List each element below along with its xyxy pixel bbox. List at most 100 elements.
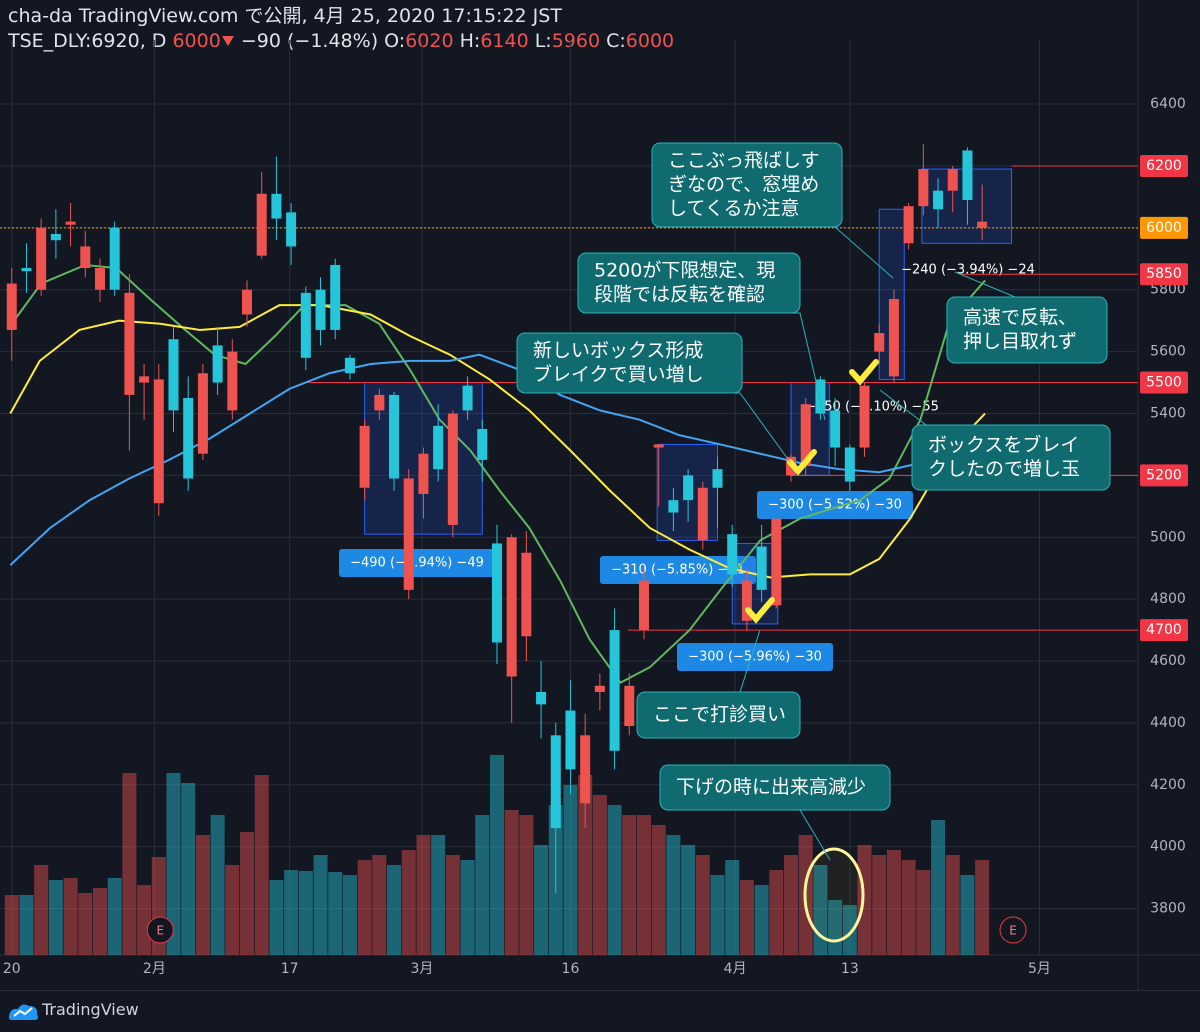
x-tick-label: 16 [562, 961, 580, 977]
volume-bar [901, 860, 916, 955]
candle-body [227, 351, 238, 411]
volume-bar [710, 875, 725, 955]
volume-bar [254, 775, 269, 955]
volume-bar [4, 895, 19, 955]
y-tick-label: 5800 [1150, 282, 1186, 298]
measure-box [731, 542, 779, 625]
callout-text: ここで打診買い [653, 704, 786, 726]
candle-body [315, 289, 326, 330]
candle-body [300, 292, 311, 358]
callout [577, 252, 801, 314]
candle-body [344, 357, 355, 374]
candle-body [594, 685, 605, 692]
level-label: 4700 [1146, 622, 1182, 638]
moving-average [9, 353, 961, 566]
callout-text: 下げの時に出来高減少 [676, 776, 866, 798]
callout-text: ボックスをブレイ [928, 433, 1079, 456]
candle-body [477, 428, 488, 460]
level-label: 5500 [1146, 375, 1182, 391]
candle-body [80, 246, 91, 269]
candle-body [712, 469, 723, 488]
candle-body [212, 345, 223, 383]
change: −90 (−1.48%) [240, 30, 379, 52]
y-tick-label: 4400 [1150, 715, 1186, 731]
measure-label-bg [677, 643, 833, 671]
candle-body [462, 385, 473, 411]
volume-bar [725, 860, 740, 955]
candle-body [638, 580, 649, 631]
callout-text: ブレイクで買い増し [533, 363, 704, 386]
candle-body [683, 475, 694, 501]
y-tick-label: 5000 [1150, 529, 1186, 545]
volume-bar [19, 895, 34, 955]
level-label-bg [1140, 619, 1188, 642]
volume-bar [48, 880, 63, 955]
volume-bar [372, 855, 387, 955]
volume-bar [681, 845, 696, 955]
level-label-bg [1140, 154, 1188, 177]
candle-body [771, 518, 782, 606]
last-price-label-bg [1140, 216, 1188, 239]
callout-text: 押し目取れず [963, 331, 1077, 353]
check-icon [849, 359, 879, 386]
y-tick-label: 5600 [1150, 344, 1186, 360]
candle-body [197, 373, 208, 454]
volume-bar [210, 815, 225, 955]
volume-bar [181, 783, 196, 955]
header-line2: TSE_DLY:6920, D 6000 −90 (−1.48%) O:6020… [8, 29, 674, 54]
candle-body [550, 735, 561, 829]
volume-bar [166, 773, 181, 955]
ohlc-label: L: [534, 30, 552, 52]
callout-text: ここぶっ飛ばしす [668, 150, 820, 172]
y-tick-label: 6400 [1150, 96, 1186, 112]
candle-body [888, 298, 899, 377]
volume-bar [357, 860, 372, 955]
measure-label-bg [757, 491, 913, 519]
x-tick-label: 2月 [143, 961, 166, 977]
candle-body [565, 710, 576, 770]
volume-bar [475, 815, 490, 955]
candle-body [153, 379, 164, 504]
volume-bar [269, 880, 284, 955]
callout-text: クしたので増し玉 [928, 458, 1080, 480]
level-label: 5850 [1146, 266, 1182, 282]
level-label: 6200 [1146, 158, 1182, 174]
callout-text: 高速で反転、 [963, 307, 1077, 329]
moving-average [10, 263, 986, 684]
callout-pointer [785, 312, 826, 421]
level-label: 5200 [1146, 467, 1182, 483]
volume-bar [769, 870, 784, 955]
x-tick-label: 5月 [1028, 961, 1051, 977]
candle-body [580, 735, 591, 804]
volume-bar [651, 825, 666, 955]
level-label-bg [1140, 464, 1188, 487]
volume-bar [342, 875, 357, 955]
callout [659, 764, 891, 811]
candle-body [50, 234, 61, 241]
symbol: TSE_DLY:6920, D [8, 30, 167, 52]
candle-body [94, 268, 105, 290]
volume-bar [886, 850, 901, 955]
volume-bar [387, 865, 402, 955]
x-tick-label: 17 [281, 961, 299, 977]
volume-bar [916, 870, 931, 955]
x-tick-label: 13 [841, 961, 859, 977]
candle-body [183, 398, 194, 479]
volume-bar [328, 872, 343, 955]
ohlc-value: 6000 [625, 30, 675, 52]
volume-bar [857, 845, 872, 955]
volume-bar [695, 855, 710, 955]
candle-body [433, 425, 444, 470]
candle-body [389, 394, 400, 479]
volume-bar [931, 820, 946, 955]
volume-bar [784, 855, 799, 955]
candle-body [506, 537, 517, 677]
candle-body [815, 379, 826, 414]
volume-bar [636, 815, 651, 955]
candle-body [903, 206, 914, 244]
ohlc-label: C: [606, 30, 626, 52]
candle-body [418, 453, 429, 494]
x-tick-label: 4月 [724, 961, 747, 977]
volume-bar [416, 835, 431, 955]
